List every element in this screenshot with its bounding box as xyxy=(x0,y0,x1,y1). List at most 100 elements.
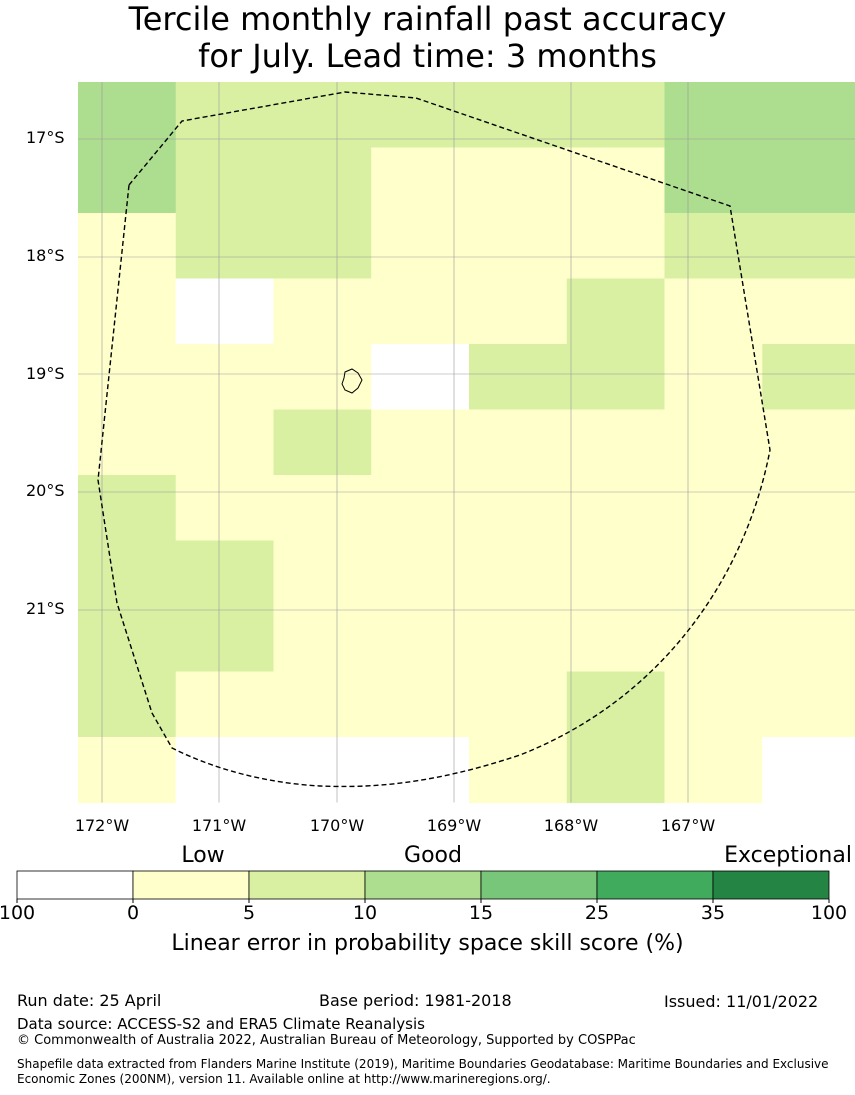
map-title-line-2: for July. Lead time: 3 months xyxy=(198,37,657,75)
skill-cell xyxy=(664,409,763,476)
skill-cell xyxy=(762,737,855,804)
lat-label-17s: 17°S xyxy=(26,128,65,147)
skill-cell xyxy=(371,278,470,345)
skill-cell xyxy=(175,82,275,149)
skill-cell xyxy=(664,147,763,214)
skill-cell xyxy=(371,213,470,280)
colorbar-segment xyxy=(248,870,366,900)
colorbar-segment xyxy=(596,870,714,900)
skill-cell xyxy=(78,278,177,345)
skill-cell xyxy=(175,540,275,607)
skill-cell xyxy=(469,278,568,345)
map-title-line-1: Tercile monthly rainfall past accuracy xyxy=(128,0,727,38)
skill-cell xyxy=(469,82,568,149)
skill-cell xyxy=(566,737,666,804)
skill-cell xyxy=(664,540,763,607)
skill-cell xyxy=(78,475,177,542)
skill-cell xyxy=(566,409,666,476)
skill-cell xyxy=(273,475,372,542)
skill-cell xyxy=(469,213,568,280)
skill-cell xyxy=(175,344,275,411)
skill-cell xyxy=(78,540,177,607)
skill-cell xyxy=(664,737,763,804)
shapefile-credit-line-2: Economic Zones (200NM), version 11. Avai… xyxy=(17,1072,551,1086)
skill-cell xyxy=(762,475,855,542)
skill-cell xyxy=(175,213,275,280)
skill-cell xyxy=(175,671,275,738)
colorbar-segment xyxy=(132,870,250,900)
skill-cell xyxy=(175,475,275,542)
skill-cell xyxy=(762,344,855,411)
lon-label-171w: 171°W xyxy=(191,816,247,835)
colorbar-label: Linear error in probability space skill … xyxy=(171,931,684,956)
skill-cell xyxy=(469,606,568,673)
skill-cell xyxy=(78,409,177,476)
skill-cell xyxy=(78,213,177,280)
skill-cell xyxy=(566,475,666,542)
colorbar-segment xyxy=(712,870,830,900)
skill-cell xyxy=(78,82,177,149)
data-source: Data source: ACCESS-S2 and ERA5 Climate … xyxy=(17,1015,425,1033)
skill-cell xyxy=(566,82,666,149)
lon-label-168w: 168°W xyxy=(543,816,599,835)
skill-cell xyxy=(762,540,855,607)
lat-label-20s: 20°S xyxy=(26,481,65,500)
skill-cell xyxy=(664,278,763,345)
skill-cell xyxy=(566,213,666,280)
skill-cell xyxy=(175,278,275,345)
skill-cell xyxy=(762,147,855,214)
skill-cell xyxy=(469,409,568,476)
skill-grid xyxy=(78,82,855,804)
skill-cell xyxy=(371,344,470,411)
skill-cell xyxy=(566,344,666,411)
colorbar-tick: 10 xyxy=(352,902,378,924)
skill-cell xyxy=(469,475,568,542)
skill-cell xyxy=(371,147,470,214)
skill-cell xyxy=(78,737,177,804)
skill-cell xyxy=(664,475,763,542)
skill-cell xyxy=(762,213,855,280)
lat-label-21s: 21°S xyxy=(26,599,65,618)
skill-cell xyxy=(469,344,568,411)
skill-cell xyxy=(566,278,666,345)
skill-cell xyxy=(175,409,275,476)
colorbar-tick: 100 xyxy=(0,902,36,924)
skill-cell xyxy=(273,606,372,673)
base-period: Base period: 1981-2018 xyxy=(319,991,512,1010)
skill-cell xyxy=(273,147,372,214)
eez-boundary-line xyxy=(97,91,771,788)
colorbar-segment xyxy=(16,870,134,900)
skill-cell xyxy=(273,344,372,411)
skill-cell xyxy=(175,737,275,804)
skill-cell xyxy=(664,344,763,411)
island-outline xyxy=(341,368,363,394)
skill-cell xyxy=(273,278,372,345)
colorbar-tick: 0 xyxy=(126,902,140,924)
lon-label-169w: 169°W xyxy=(426,816,482,835)
skill-cell xyxy=(664,213,763,280)
shapefile-credit-line-1: Shapefile data extracted from Flanders M… xyxy=(17,1057,829,1071)
skill-cell xyxy=(175,606,275,673)
colorbar-tick: 25 xyxy=(584,902,610,924)
skill-cell xyxy=(273,540,372,607)
copyright: © Commonwealth of Australia 2022, Austra… xyxy=(17,1033,636,1048)
colorbar-segment xyxy=(364,870,482,900)
skill-cell xyxy=(371,475,470,542)
skill-cell xyxy=(664,606,763,673)
skill-cell xyxy=(78,344,177,411)
skill-cell xyxy=(664,82,763,149)
colorbar-tick: 35 xyxy=(700,902,726,924)
skill-cell xyxy=(762,278,855,345)
skill-cell xyxy=(273,737,372,804)
lon-label-167w: 167°W xyxy=(660,816,716,835)
colorbar-segment xyxy=(480,870,598,900)
skill-cell xyxy=(371,606,470,673)
skill-cell xyxy=(762,82,855,149)
skill-cell xyxy=(371,409,470,476)
colorbar-category-exceptional: Exceptional xyxy=(724,843,852,868)
skill-cell xyxy=(273,82,372,149)
lon-label-170w: 170°W xyxy=(309,816,365,835)
skill-cell xyxy=(762,671,855,738)
colorbar-tick: 5 xyxy=(242,902,256,924)
